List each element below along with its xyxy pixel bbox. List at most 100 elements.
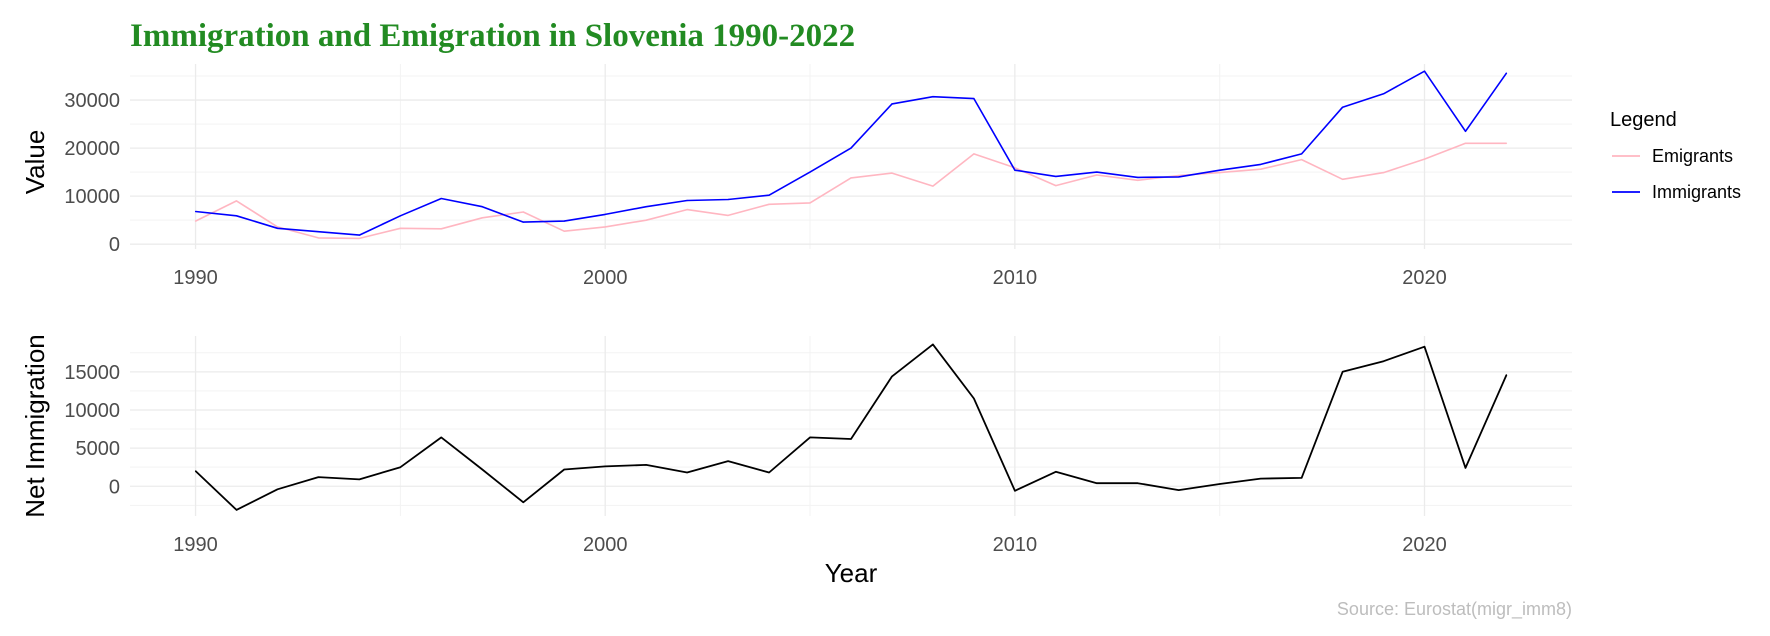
immigrants-point [1137,176,1139,179]
net-immigration-point [809,436,811,439]
immigrants-point [276,227,279,229]
immigrants-point [399,215,401,217]
top-x-tick-label: 2020 [1402,267,1447,289]
immigrants-line [195,70,1508,236]
emigrants-point [768,203,770,205]
emigrants-point [645,219,647,221]
source-caption: Source: Eurostat(migr_imm8) [1337,599,1572,620]
net-immigration-point [563,468,565,471]
net-immigration-point [850,438,852,440]
emigrants-point [440,228,442,230]
emigrants-point [563,230,565,232]
immigrants-point [440,197,442,200]
immigrants-point [317,231,320,233]
top-y-axis-title: Value [20,130,50,195]
top-x-tick-label: 2000 [583,267,628,289]
net-immigration-point [1055,471,1057,473]
bottom-y-tick-label: 15000 [64,362,120,384]
bottom-x-tick-label: 2020 [1402,534,1447,556]
net-immigration-point [1382,360,1385,362]
net-immigration-point [1260,478,1262,480]
emigrants-point [1301,159,1303,161]
net-immigration-point [481,468,483,471]
emigrants-point [1096,174,1098,176]
net-immigration-point [358,478,361,480]
net-immigration-point [276,488,279,490]
top-x-tick-label: 2010 [993,267,1038,289]
bottom-y-tick-label: 10000 [64,400,120,422]
immigrants-point [358,234,361,236]
immigrants-point [1096,171,1098,173]
immigrants-point [768,194,770,196]
net-immigration-point [1505,374,1508,376]
top-y-tick-label: 0 [109,234,120,256]
bottom-y-tick-label: 0 [109,476,120,498]
net-immigration-point [1341,371,1344,373]
bottom-x-axis-title: Year [825,558,878,588]
emigrants-point [1341,178,1344,180]
net-immigration-point [399,466,401,468]
net-immigration-point [686,471,688,474]
bottom-x-tick-label: 1990 [173,534,218,556]
net-immigration-point [1464,467,1467,469]
net-immigration-point [1423,346,1426,348]
emigrants-point [809,202,811,204]
immigrants-point [1055,175,1057,178]
emigrants-point [235,200,238,202]
emigrants-point [1178,174,1180,177]
emigrants-point [522,211,524,213]
emigrants-point [1219,171,1221,174]
immigrants-point [522,221,524,223]
legend: Legend Emigrants Immigrants [1610,109,1741,202]
net-immigration-point [194,470,197,472]
bottom-x-tick-label: 2000 [583,534,628,556]
immigrants-point [1505,72,1508,74]
emigrants-point [481,217,483,219]
chart-title: Immigration and Emigration in Slovenia 1… [130,18,855,54]
top-panel: 1990 2000 2010 2020 0 10000 20000 30000 Value [20,64,1572,289]
emigrants-point [850,177,852,179]
immigrants-point [973,97,975,100]
net-immigration-point [768,471,770,474]
immigrants-point [1178,176,1180,178]
net-immigration-point [1178,489,1180,491]
net-immigration-point [932,343,934,345]
emigrants-point [686,208,688,211]
immigrants-point [1260,163,1262,166]
net-immigration-point [727,460,729,462]
immigrants-point [645,206,647,208]
immigrants-point [1464,130,1467,132]
immigrants-point [1423,70,1426,72]
emigrants-point [399,227,401,229]
net-immigration-point [891,375,893,378]
immigrants-point [235,215,238,217]
emigrants-point [1137,179,1139,181]
emigrants-point [1423,158,1426,160]
immigrants-point [481,206,483,208]
legend-label-immigrants: Immigrants [1652,182,1741,202]
immigrants-point [1014,169,1016,171]
immigrants-point [1219,169,1221,171]
immigrants-point [1382,93,1385,95]
top-y-tick-label: 10000 [64,186,120,208]
immigrants-point [809,171,811,173]
top-y-tick-label: 20000 [64,138,120,160]
bottom-y-tick-label: 5000 [76,438,121,460]
bottom-panel: 1990 2000 2010 2020 0 5000 10000 15000 Net Immig… [20,334,1572,588]
immigrants-point [727,198,729,201]
emigrants-point [358,237,361,240]
emigrants-point [604,226,606,228]
legend-label-emigrants: Emigrants [1652,146,1733,166]
bottom-x-tick-label: 2010 [993,534,1038,556]
emigrants-point [1464,142,1467,144]
emigrants-point [891,172,893,174]
immigrants-point [194,210,197,213]
emigrants-point [194,220,197,222]
immigrants-point [1301,153,1303,155]
net-immigration-point [235,509,238,511]
emigrants-point [1260,168,1262,170]
net-immigration-point [645,464,647,466]
bottom-y-axis-title: Net Immigration [20,334,50,518]
top-x-tick-label: 1990 [173,267,218,289]
